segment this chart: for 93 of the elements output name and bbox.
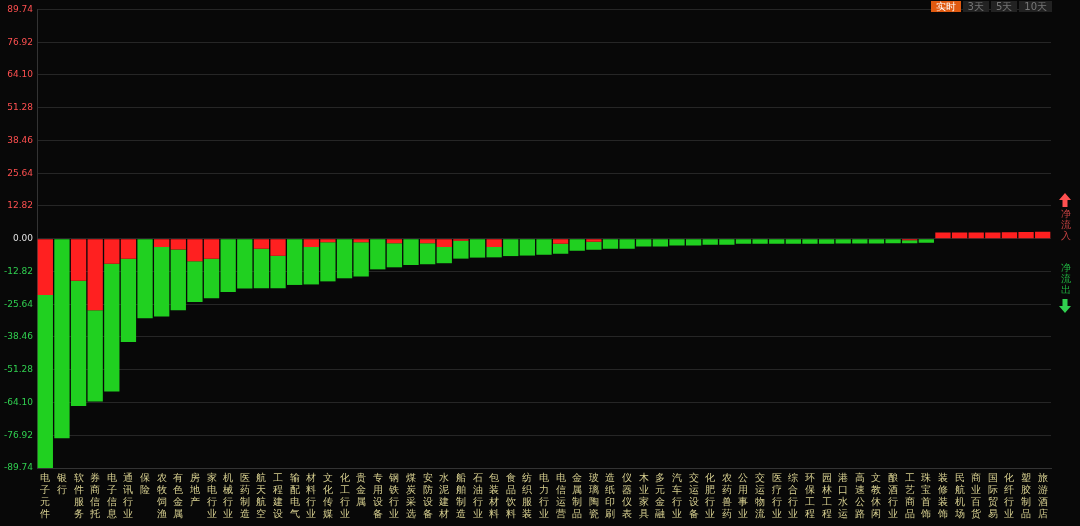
x-tick-label: 保险 — [140, 471, 151, 495]
x-tick-label: 旅游酒店 — [1037, 471, 1048, 519]
x-tick-label: 软件服务 — [73, 471, 84, 519]
x-tick-label: 文教休闲 — [871, 471, 882, 519]
bar — [386, 239, 403, 244]
x-tick-label: 材料行业 — [305, 471, 317, 519]
y-tick-label: -12.82 — [4, 265, 34, 276]
x-tick-label: 公用事业 — [738, 471, 749, 519]
x-tick-label: 安防设备 — [422, 471, 433, 519]
x-tick-label: 国际贸易 — [987, 471, 998, 519]
y-tick-label: 51.28 — [7, 102, 34, 113]
x-tick-label: 文化传媒 — [322, 471, 333, 519]
x-tick-label: 交运设备 — [688, 471, 699, 519]
x-tick-label: 航天航空 — [256, 471, 267, 519]
y-tick-label: -76.92 — [4, 429, 34, 440]
bar — [586, 239, 602, 242]
x-tick-label: 家电行业 — [206, 471, 217, 519]
x-tick-label: 专用设备 — [372, 471, 383, 519]
x-tick-label: 商业百货 — [971, 471, 982, 519]
y-tick-label: -51.28 — [4, 364, 34, 375]
annotation: 3天 — [962, 1, 989, 12]
x-tick-label: 机械行业 — [223, 471, 234, 519]
x-tick-label: 木业家具 — [638, 471, 649, 519]
x-tick-label: 船舶制造 — [455, 471, 466, 519]
x-tick-label: 环保工程 — [804, 471, 815, 519]
x-tick-label: 酿酒行业 — [888, 471, 899, 519]
x-tick-label: 电力行业 — [539, 471, 550, 519]
bar — [486, 239, 502, 247]
y-tick-label: -25.64 — [4, 298, 34, 309]
bar — [154, 239, 170, 247]
bar — [120, 239, 137, 259]
bar — [353, 239, 369, 243]
x-tick-label: 医疗行业 — [771, 471, 782, 519]
x-tick-label: 贵金属 — [356, 471, 367, 507]
bar — [37, 239, 53, 295]
bar — [918, 239, 934, 243]
x-tick-label: 农牧饲渔 — [155, 471, 167, 519]
x-tick-label: 金属制品 — [572, 471, 583, 519]
annotation: 5天 — [990, 1, 1018, 12]
bar — [420, 239, 436, 244]
x-tick-label: 化肥行业 — [705, 471, 716, 519]
x-tick-label: 房地产 — [188, 471, 200, 507]
x-tick-label: 化工行业 — [339, 471, 350, 519]
x-tick-label: 通讯行业 — [123, 471, 134, 519]
x-tick-label: 石油行业 — [472, 471, 483, 519]
x-tick-label: 装修装饰 — [936, 471, 948, 519]
x-tick-label: 高速公路 — [854, 471, 865, 519]
x-tick-label: 玻璃陶瓷 — [588, 471, 599, 519]
bar — [552, 239, 569, 244]
x-tick-label: 煤炭采选 — [406, 471, 417, 519]
y-tick-label: 89.74 — [7, 3, 34, 14]
y-tick-label: 64.10 — [7, 69, 34, 80]
x-tick-label: 港口水运 — [838, 471, 849, 519]
y-tick-label: 12.82 — [7, 200, 34, 211]
x-tick-label: 农药兽药 — [721, 471, 732, 519]
y-tick-label: -38.46 — [4, 331, 34, 342]
x-tick-label: 造纸印刷 — [605, 471, 616, 519]
x-tick-label: 多元金融 — [655, 471, 666, 519]
y-tick-label: 38.46 — [7, 134, 34, 145]
x-tick-label: 综合行业 — [788, 471, 799, 519]
x-tick-label: 银行 — [55, 471, 67, 495]
text: 净流入 — [1060, 208, 1072, 241]
x-tick-label: 工艺商品 — [904, 471, 915, 519]
x-tick-label: 有色金属 — [173, 471, 184, 519]
x-tick-label: 水泥建材 — [438, 471, 450, 519]
y-tick-label: -89.74 — [4, 462, 34, 473]
x-tick-label: 汽车行业 — [671, 471, 682, 519]
annotation: 实时 — [930, 1, 961, 12]
x-tick-label: 食品饮料 — [504, 471, 516, 519]
x-tick-label: 纺织服装 — [522, 471, 533, 519]
x-tick-label: 医药制造 — [239, 471, 250, 519]
x-tick-label: 包装材料 — [488, 471, 500, 519]
x-tick-label: 民航机场 — [953, 471, 965, 519]
x-tick-label: 券商信托 — [89, 471, 101, 519]
y-tick-label: -64.10 — [4, 396, 34, 407]
x-tick-label: 仪器仪表 — [622, 471, 633, 519]
text: 净流出 — [1060, 262, 1072, 295]
x-tick-label: 输配电气 — [289, 471, 300, 519]
x-tick-label: 化纤行业 — [1004, 471, 1015, 519]
y-tick-label: 76.92 — [7, 36, 34, 47]
y-tick-label: 0.00 — [12, 233, 34, 244]
y-tick-label: 25.64 — [7, 167, 34, 178]
x-tick-label: 电信运营 — [555, 471, 566, 519]
x-tick-label: 塑胶制品 — [1021, 471, 1032, 519]
x-tick-label: 钢铁行业 — [388, 471, 400, 519]
x-tick-label: 交运物流 — [755, 471, 766, 519]
x-tick-label: 工程建设 — [272, 471, 284, 519]
x-tick-label: 电子元件 — [40, 471, 51, 519]
bar — [70, 239, 87, 281]
annotation: 10天 — [1019, 1, 1052, 12]
x-tick-label: 园林工程 — [820, 471, 832, 519]
x-tick-label: 珠宝首饰 — [920, 471, 932, 519]
x-tick-label: 电子信息 — [105, 471, 117, 519]
